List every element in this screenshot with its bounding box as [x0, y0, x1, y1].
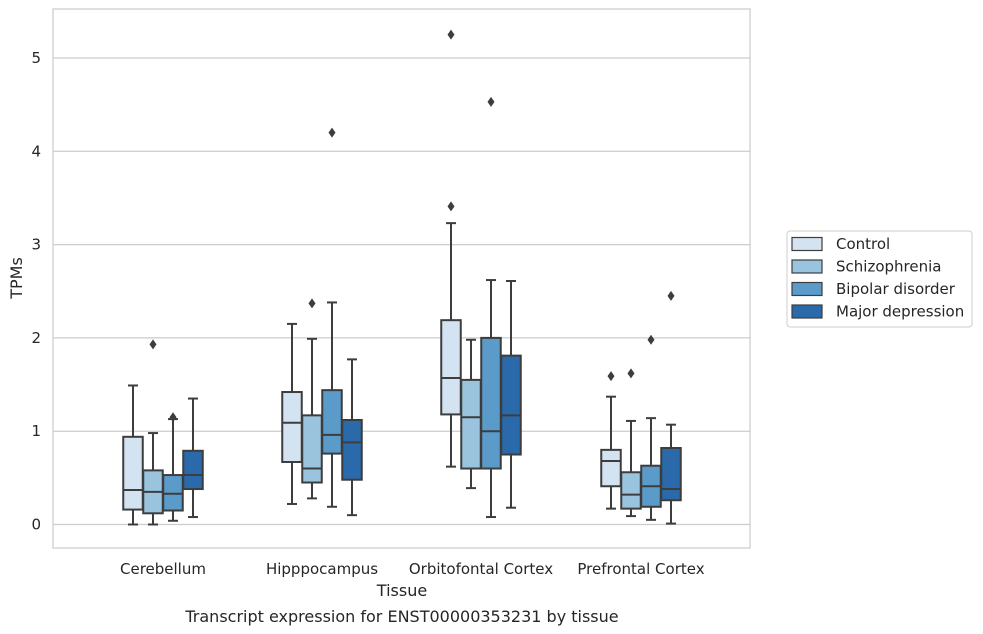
- outlier-point: [627, 368, 635, 379]
- box-1-3: [341, 358, 363, 517]
- box-0-0: [122, 384, 144, 526]
- outlier-point: [328, 127, 336, 138]
- y-tick-label: 2: [31, 329, 41, 347]
- legend-swatch: [791, 259, 823, 274]
- box-1-0: [281, 322, 303, 505]
- box-iqr: [281, 391, 303, 463]
- box-3-2: [640, 334, 662, 521]
- boxes: [122, 29, 682, 526]
- box-iqr: [440, 319, 462, 416]
- y-axis-label: TPMs: [7, 257, 26, 300]
- y-tick-labels: 0 1 2 3 4 5: [31, 49, 41, 534]
- outlier-point: [607, 371, 615, 382]
- x-tick-label: Hipppocampus: [266, 560, 378, 578]
- gridlines: [53, 57, 750, 526]
- outlier-point: [647, 334, 655, 345]
- box-iqr: [660, 446, 682, 502]
- outlier-point: [447, 29, 455, 40]
- box-iqr: [301, 414, 323, 484]
- box-iqr: [620, 471, 642, 510]
- legend: Control Schizophrenia Bipolar disorder Majo…: [786, 230, 973, 328]
- legend-frame: [786, 230, 973, 328]
- x-tick-labels: Cerebellum Hipppocampus Orbitofontal Corte…: [120, 560, 705, 578]
- box-1-1: [301, 298, 323, 500]
- outlier-point: [487, 96, 495, 107]
- legend-swatch: [791, 304, 823, 319]
- box-2-0: [440, 29, 462, 468]
- box-iqr: [460, 378, 482, 470]
- legend-label: Control: [836, 235, 890, 253]
- outlier-point: [308, 298, 316, 309]
- box-3-3: [660, 290, 682, 525]
- box-0-3: [182, 397, 204, 519]
- x-axis-label: Tissue: [376, 581, 427, 600]
- x-tick-label: Prefrontal Cortex: [577, 560, 704, 578]
- y-tick-label: 1: [31, 422, 41, 440]
- outlier-point: [149, 339, 157, 350]
- legend-items: Control Schizophrenia Bipolar disorder Majo…: [791, 235, 964, 321]
- plot-frame: [52, 8, 751, 549]
- x-tick-label: Cerebellum: [120, 560, 206, 578]
- outlier-point: [169, 412, 177, 423]
- box-iqr: [500, 354, 522, 456]
- box-iqr: [600, 448, 622, 488]
- box-iqr: [321, 389, 343, 455]
- legend-swatch: [791, 281, 823, 297]
- box-0-2: [162, 412, 184, 522]
- box-3-1: [620, 368, 642, 518]
- y-tick-label: 0: [31, 516, 41, 534]
- legend-swatch: [791, 236, 823, 252]
- legend-label: Schizophrenia: [836, 258, 941, 276]
- box-iqr: [122, 435, 144, 511]
- box-2-1: [460, 338, 482, 490]
- legend-label: Bipolar disorder: [836, 280, 956, 298]
- box-2-3: [500, 279, 522, 509]
- box-iqr: [182, 449, 204, 491]
- box-1-2: [321, 127, 343, 508]
- box-0-1: [142, 339, 164, 526]
- y-tick-label: 5: [31, 49, 41, 67]
- box-iqr: [480, 336, 502, 470]
- box-iqr: [341, 419, 363, 481]
- figure-caption: Transcript expression for ENST0000035323…: [184, 607, 618, 626]
- y-tick-label: 4: [31, 142, 41, 160]
- box-3-0: [600, 371, 622, 510]
- box-2-2: [480, 96, 502, 519]
- x-tick-label: Orbitofontal Cortex: [409, 560, 553, 578]
- y-tick-label: 3: [31, 236, 41, 254]
- outlier-point: [667, 290, 675, 301]
- outlier-point: [447, 201, 455, 212]
- legend-label: Major depression: [836, 303, 964, 321]
